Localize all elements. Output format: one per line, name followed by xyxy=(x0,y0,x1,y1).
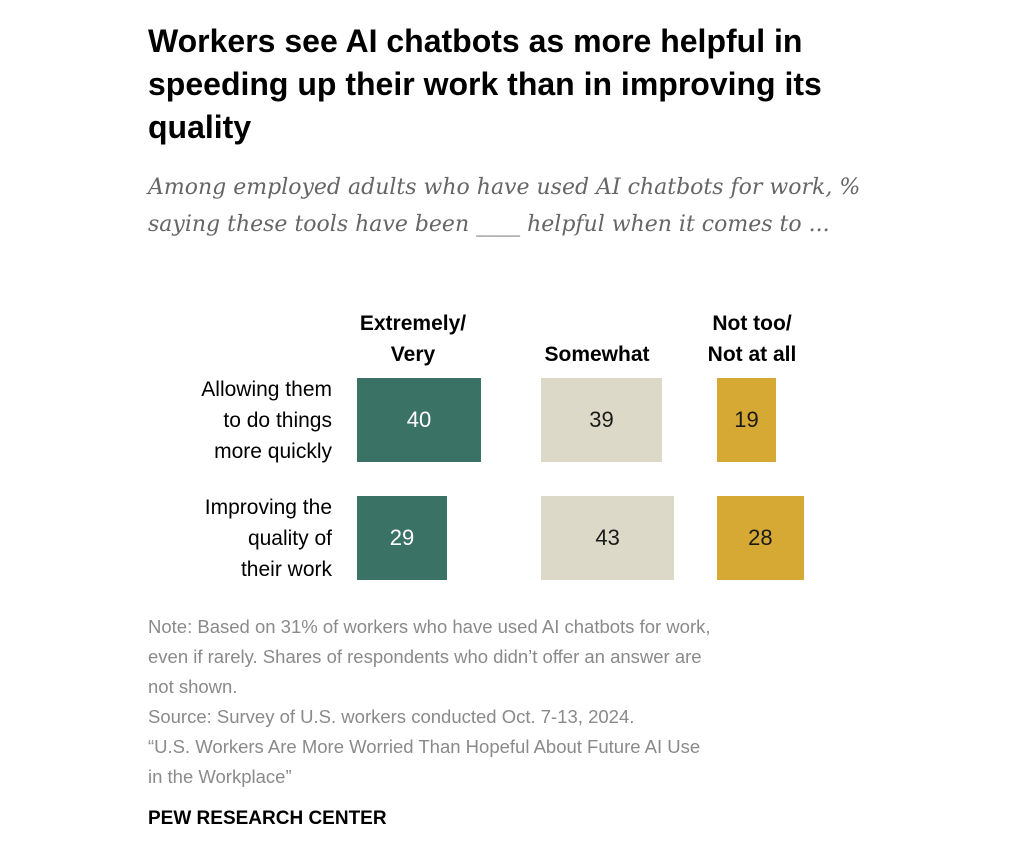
data-label: 40 xyxy=(406,407,432,432)
data-label: 43 xyxy=(595,525,620,550)
bar: 43 xyxy=(541,496,675,580)
data-label: 29 xyxy=(389,525,415,550)
bar: 19 xyxy=(717,378,776,462)
bar: 29 xyxy=(357,496,447,580)
chart-title: Workers see AI chatbots as more helpful … xyxy=(148,23,822,145)
chart-notes: Note: Based on 31% of workers who have u… xyxy=(148,612,908,792)
row-label: Allowing them to do things more quickly xyxy=(201,378,332,463)
row-label: Improving the quality of their work xyxy=(204,496,332,581)
report-title-line: in the Workplace” xyxy=(148,766,292,787)
note-line: not shown. xyxy=(148,676,238,697)
data-label: 19 xyxy=(734,407,759,432)
column-header: Somewhat xyxy=(544,343,650,366)
data-label: 28 xyxy=(748,525,773,550)
report-title-line: “U.S. Workers Are More Worried Than Hope… xyxy=(148,736,701,757)
chart-subtitle: Among employed adults who have used AI c… xyxy=(148,175,861,237)
note-line: Note: Based on 31% of workers who have u… xyxy=(148,616,711,637)
source-line: Source: Survey of U.S. workers conducted… xyxy=(148,706,635,727)
pew-logo-text: PEW RESEARCH CENTER xyxy=(148,808,387,829)
bar: 40 xyxy=(357,378,481,462)
note-line: even if rarely. Shares of respondents wh… xyxy=(148,646,702,667)
bar: 28 xyxy=(717,496,804,580)
bar: 39 xyxy=(541,378,662,462)
data-label: 39 xyxy=(589,407,614,432)
column-header: Not too/Not at all xyxy=(707,312,797,366)
column-header: Extremely/Very xyxy=(359,312,467,366)
